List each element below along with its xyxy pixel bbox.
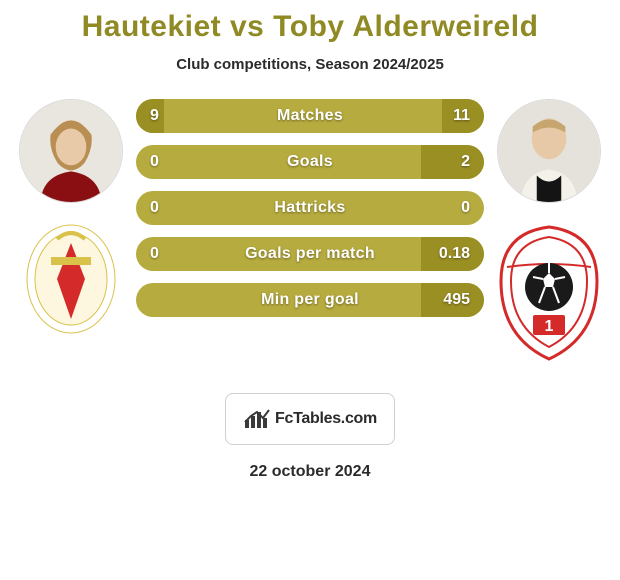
- comparison-row: 911Matches 02Goals 00Hattricks 00.18Goals p…: [0, 99, 620, 363]
- page-title: Hautekiet vs Toby Alderweireld: [82, 10, 539, 44]
- stat-label: Goals per match: [136, 237, 484, 271]
- left-club-badge: [21, 223, 121, 343]
- brand-box: FcTables.com: [225, 393, 395, 445]
- stats-column: 911Matches 02Goals 00Hattricks 00.18Goals p…: [136, 99, 484, 317]
- left-player-column: [6, 99, 136, 343]
- club-number-label: 1: [545, 318, 554, 335]
- stat-label: Hattricks: [136, 191, 484, 225]
- stat-bar: 02Goals: [136, 145, 484, 179]
- right-club-badge: 1: [489, 223, 609, 363]
- stat-label: Min per goal: [136, 283, 484, 317]
- right-player-column: 1: [484, 99, 614, 363]
- page-subtitle: Club competitions, Season 2024/2025: [176, 56, 444, 73]
- stat-bar: 495Min per goal: [136, 283, 484, 317]
- stat-label: Goals: [136, 145, 484, 179]
- stat-bar: 911Matches: [136, 99, 484, 133]
- stat-bar: 00Hattricks: [136, 191, 484, 225]
- brand-chart-icon: [243, 408, 271, 430]
- right-player-avatar: [497, 99, 601, 203]
- left-player-avatar: [19, 99, 123, 203]
- brand-text: FcTables.com: [275, 410, 377, 428]
- date-text: 22 october 2024: [250, 463, 371, 481]
- stat-bar: 00.18Goals per match: [136, 237, 484, 271]
- stat-label: Matches: [136, 99, 484, 133]
